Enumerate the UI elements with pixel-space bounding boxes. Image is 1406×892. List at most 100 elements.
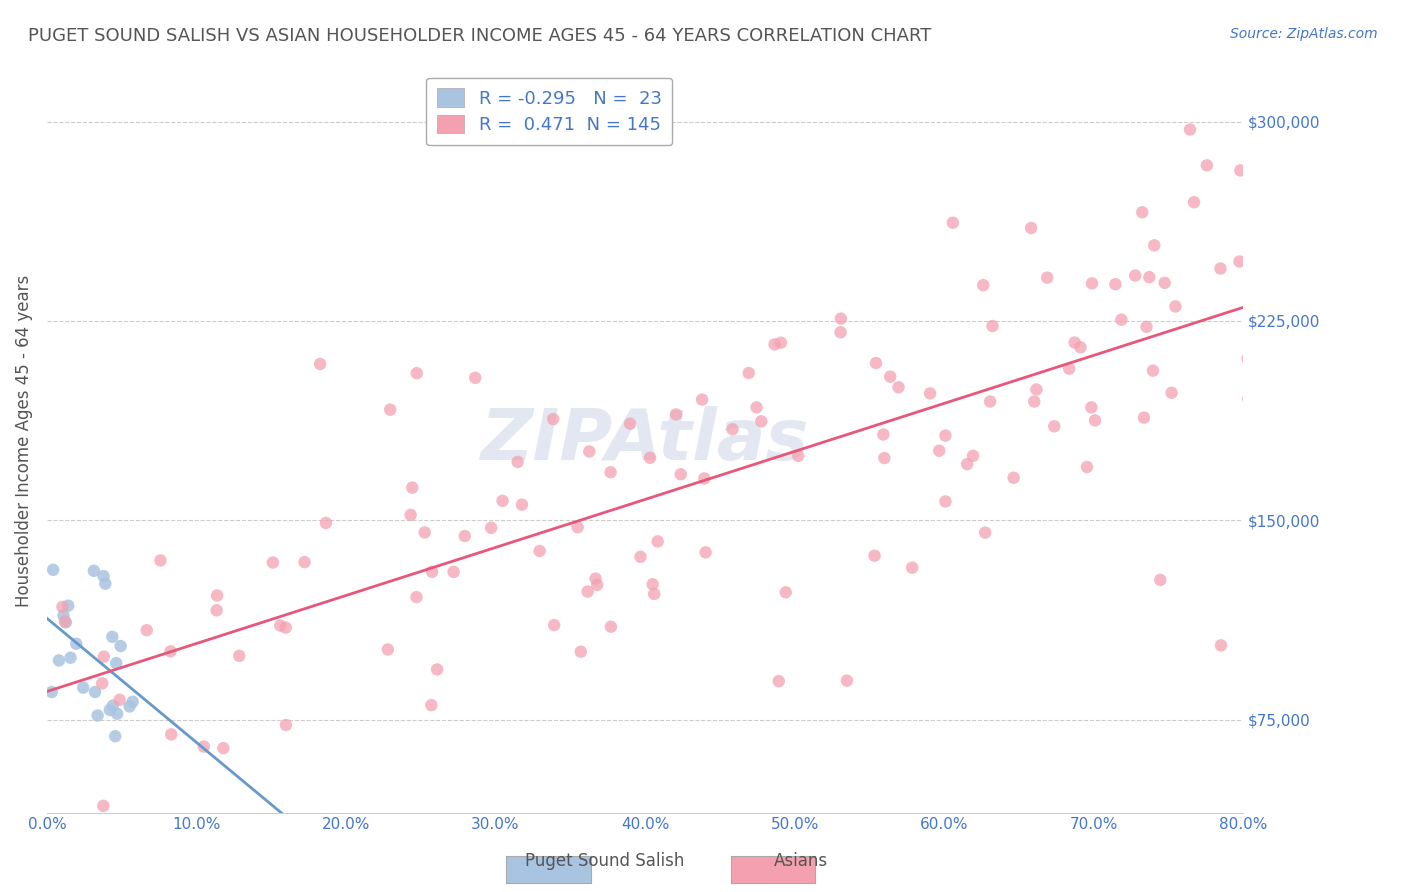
Asians (887, 380, 910, 394)
Asians (1312, 301, 1334, 315)
Asians (506, 455, 529, 469)
Asians (205, 589, 228, 603)
Asians (1178, 122, 1201, 136)
Asians (294, 555, 316, 569)
Puget Sound Salish (105, 656, 128, 670)
Asians (643, 587, 665, 601)
Asians (569, 645, 592, 659)
Text: Puget Sound Salish: Puget Sound Salish (524, 852, 685, 870)
Text: PUGET SOUND SALISH VS ASIAN HOUSEHOLDER INCOME AGES 45 - 64 YEARS CORRELATION CH: PUGET SOUND SALISH VS ASIAN HOUSEHOLDER … (28, 27, 932, 45)
Asians (510, 498, 533, 512)
Asians (1143, 238, 1166, 252)
Asians (1057, 361, 1080, 376)
Asians (763, 337, 786, 351)
Asians (315, 516, 337, 530)
Asians (1209, 261, 1232, 276)
Asians (159, 644, 181, 658)
Asians (749, 414, 772, 428)
Asians (93, 649, 115, 664)
Asians (405, 590, 427, 604)
Asians (1229, 163, 1251, 178)
Asians (269, 618, 291, 632)
Text: ZIPAtlas: ZIPAtlas (481, 406, 810, 475)
Asians (1237, 392, 1260, 406)
Asians (669, 467, 692, 482)
Puget Sound Salish (93, 569, 115, 583)
Asians (149, 553, 172, 567)
Asians (1153, 276, 1175, 290)
Asians (578, 444, 600, 458)
Asians (920, 386, 942, 401)
Asians (443, 565, 465, 579)
Asians (274, 718, 297, 732)
Puget Sound Salish (86, 708, 108, 723)
Asians (745, 401, 768, 415)
Puget Sound Salish (58, 599, 80, 613)
Puget Sound Salish (65, 637, 87, 651)
Asians (377, 642, 399, 657)
Asians (835, 673, 858, 688)
Legend: R = -0.295   N =  23, R =  0.471  N = 145: R = -0.295 N = 23, R = 0.471 N = 145 (426, 78, 672, 145)
Y-axis label: Householder Income Ages 45 - 64 years: Householder Income Ages 45 - 64 years (15, 275, 32, 607)
Asians (865, 356, 887, 370)
Asians (585, 572, 607, 586)
Puget Sound Salish (59, 650, 82, 665)
Asians (1209, 639, 1232, 653)
Asians (956, 457, 979, 471)
Asians (399, 508, 422, 522)
Asians (401, 481, 423, 495)
Asians (979, 394, 1001, 409)
Asians (543, 618, 565, 632)
Puget Sound Salish (110, 639, 132, 653)
Asians (309, 357, 332, 371)
Asians (529, 544, 551, 558)
Asians (1070, 340, 1092, 354)
Asians (1130, 205, 1153, 219)
Asians (872, 427, 894, 442)
Asians (647, 534, 669, 549)
Asians (91, 798, 114, 813)
Asians (599, 465, 621, 479)
Text: Source: ZipAtlas.com: Source: ZipAtlas.com (1230, 27, 1378, 41)
Puget Sound Salish (72, 681, 94, 695)
Asians (1378, 335, 1400, 350)
Asians (576, 584, 599, 599)
Asians (228, 648, 250, 663)
Asians (1025, 383, 1047, 397)
Asians (160, 727, 183, 741)
Asians (972, 278, 994, 293)
Asians (1076, 460, 1098, 475)
Asians (1403, 227, 1406, 242)
Asians (1081, 277, 1104, 291)
Asians (1036, 270, 1059, 285)
Asians (619, 417, 641, 431)
Puget Sound Salish (41, 685, 63, 699)
Asians (1142, 364, 1164, 378)
Asians (420, 565, 443, 579)
Asians (638, 450, 661, 465)
Asians (1182, 195, 1205, 210)
Asians (695, 545, 717, 559)
Puget Sound Salish (48, 653, 70, 667)
Asians (1080, 401, 1102, 415)
Asians (1285, 425, 1308, 440)
Asians (1195, 158, 1218, 172)
Asians (464, 371, 486, 385)
Asians (721, 422, 744, 436)
Asians (599, 620, 621, 634)
Asians (665, 408, 688, 422)
Asians (413, 525, 436, 540)
Text: Asians: Asians (775, 852, 828, 870)
Asians (1164, 300, 1187, 314)
Asians (1043, 419, 1066, 434)
Asians (1350, 422, 1372, 436)
Asians (873, 450, 896, 465)
Asians (479, 521, 502, 535)
Asians (1229, 254, 1251, 268)
Puget Sound Salish (55, 615, 77, 630)
Asians (830, 325, 852, 339)
Asians (1133, 410, 1156, 425)
Asians (108, 693, 131, 707)
Asians (1024, 394, 1046, 409)
Asians (738, 366, 761, 380)
